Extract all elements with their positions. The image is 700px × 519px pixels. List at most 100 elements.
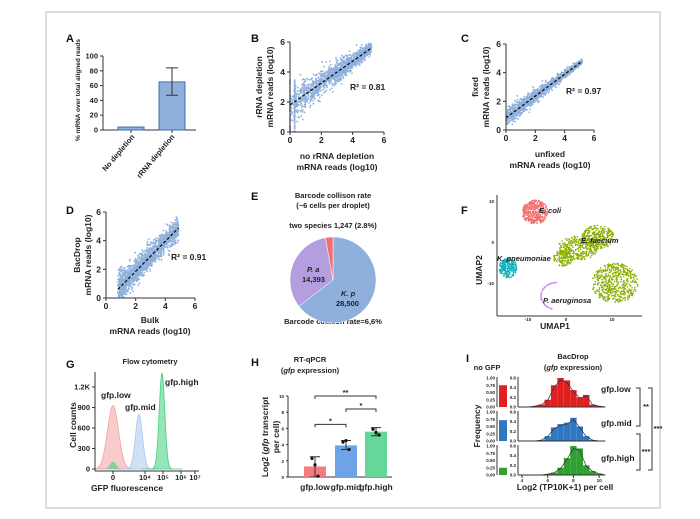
b-point: [303, 105, 305, 108]
f-cell-point: [597, 279, 599, 282]
i-hist-bar: [563, 380, 571, 407]
f-cell-point: [628, 296, 631, 299]
b-point: [328, 79, 330, 82]
f-cell-point: [507, 258, 509, 261]
f-cell-point: [530, 220, 532, 222]
f-cell-point: [615, 285, 617, 288]
f-cell-point: [612, 262, 615, 265]
f-cell-point: [542, 302, 545, 305]
f-cell-point: [510, 268, 512, 271]
f-cell-point: [623, 286, 625, 288]
h-data-point: [341, 440, 345, 444]
c-xlabel-line2: mRNA reads (log10): [510, 160, 591, 170]
f-cell-point: [580, 254, 583, 256]
c-xlabel-line1: unfixed: [535, 149, 565, 159]
f-xlabel: UMAP1: [540, 321, 570, 331]
b-point: [363, 56, 366, 58]
b-point: [321, 72, 324, 75]
f-cell-point: [604, 288, 606, 291]
f-cell-point: [526, 217, 528, 220]
f-cell-point: [605, 279, 607, 281]
i-no-gfp-label: no GFP: [474, 363, 501, 372]
b-point: [297, 104, 300, 107]
f-cell-point: [580, 238, 583, 240]
i-hist-bar: [576, 426, 584, 441]
f-cell-point: [557, 254, 559, 257]
f-cell-point: [502, 260, 504, 263]
b-point: [301, 104, 303, 107]
i-hist-ytick-label: 0.0: [510, 439, 517, 444]
f-cell-point: [602, 229, 604, 232]
a-ytick-label: 40: [90, 96, 98, 105]
g-series-label: gfp.mid: [125, 402, 156, 412]
c-point: [560, 80, 562, 82]
f-cell-point: [600, 282, 603, 284]
f-cell-point: [564, 238, 567, 240]
f-cell-point: [530, 218, 532, 221]
f-cell-point: [614, 266, 617, 269]
i-ylabel: Frequency: [472, 404, 482, 447]
f-cell-point: [508, 257, 511, 260]
f-cell-point: [570, 248, 572, 251]
c-point: [506, 118, 509, 121]
f-cell-point: [522, 209, 524, 211]
b-point: [310, 98, 313, 100]
b-point: [333, 84, 336, 86]
h-significance-bracket: [314, 423, 347, 428]
f-cell-point: [546, 284, 549, 287]
i-hist-ytick-label: 0.6: [510, 444, 517, 449]
f-cell-point: [584, 252, 586, 254]
f-cell-point: [629, 267, 631, 270]
i-hist-bar: [563, 422, 571, 441]
b-point: [351, 54, 354, 57]
f-cell-point: [603, 232, 605, 234]
b-point: [358, 49, 361, 51]
panel-label-b: B: [251, 33, 259, 45]
f-cell-point: [633, 278, 635, 280]
f-cell-point: [564, 243, 567, 246]
b-point: [311, 96, 314, 99]
f-cell-point: [565, 264, 567, 266]
c-point: [520, 108, 523, 110]
f-cell-point: [522, 212, 525, 215]
f-cell-point: [619, 291, 622, 294]
h-ytick-label: 8: [281, 410, 284, 415]
f-cell-point: [503, 272, 506, 275]
f-cell-point: [566, 244, 569, 246]
f-cell-point: [564, 256, 567, 259]
f-cell-point: [636, 278, 638, 280]
f-cell-point: [590, 225, 592, 228]
b-point: [322, 88, 325, 91]
f-cell-point: [599, 274, 601, 277]
f-cell-point: [542, 207, 545, 210]
f-cell-point: [585, 229, 588, 232]
f-cell-point: [567, 250, 570, 253]
f-cell-point: [600, 286, 603, 289]
f-cell-point: [545, 214, 547, 216]
f-cell-point: [504, 265, 507, 268]
b-point: [370, 42, 372, 45]
f-cell-point: [559, 254, 561, 256]
b-point: [318, 72, 321, 75]
f-cell-point: [595, 232, 598, 235]
f-cell-point: [613, 285, 615, 287]
f-cell-point: [533, 205, 535, 207]
f-cell-point: [526, 214, 528, 217]
f-cell-point: [527, 216, 530, 219]
f-cell-point: [574, 243, 577, 245]
b-point: [334, 81, 337, 84]
f-cell-point: [602, 290, 605, 293]
b-point: [293, 112, 296, 115]
b-point: [364, 54, 367, 56]
f-cell-point: [588, 241, 591, 244]
f-cell-point: [588, 232, 590, 234]
b-point: [330, 67, 333, 70]
f-cell-point: [582, 243, 585, 245]
b-point: [300, 87, 303, 89]
f-cell-point: [586, 229, 589, 232]
g-xtick-label: 0: [111, 473, 115, 482]
f-cell-point: [596, 224, 599, 227]
i-hist-bar: [595, 473, 603, 475]
b-point: [338, 74, 341, 77]
f-cell-point: [591, 252, 594, 254]
